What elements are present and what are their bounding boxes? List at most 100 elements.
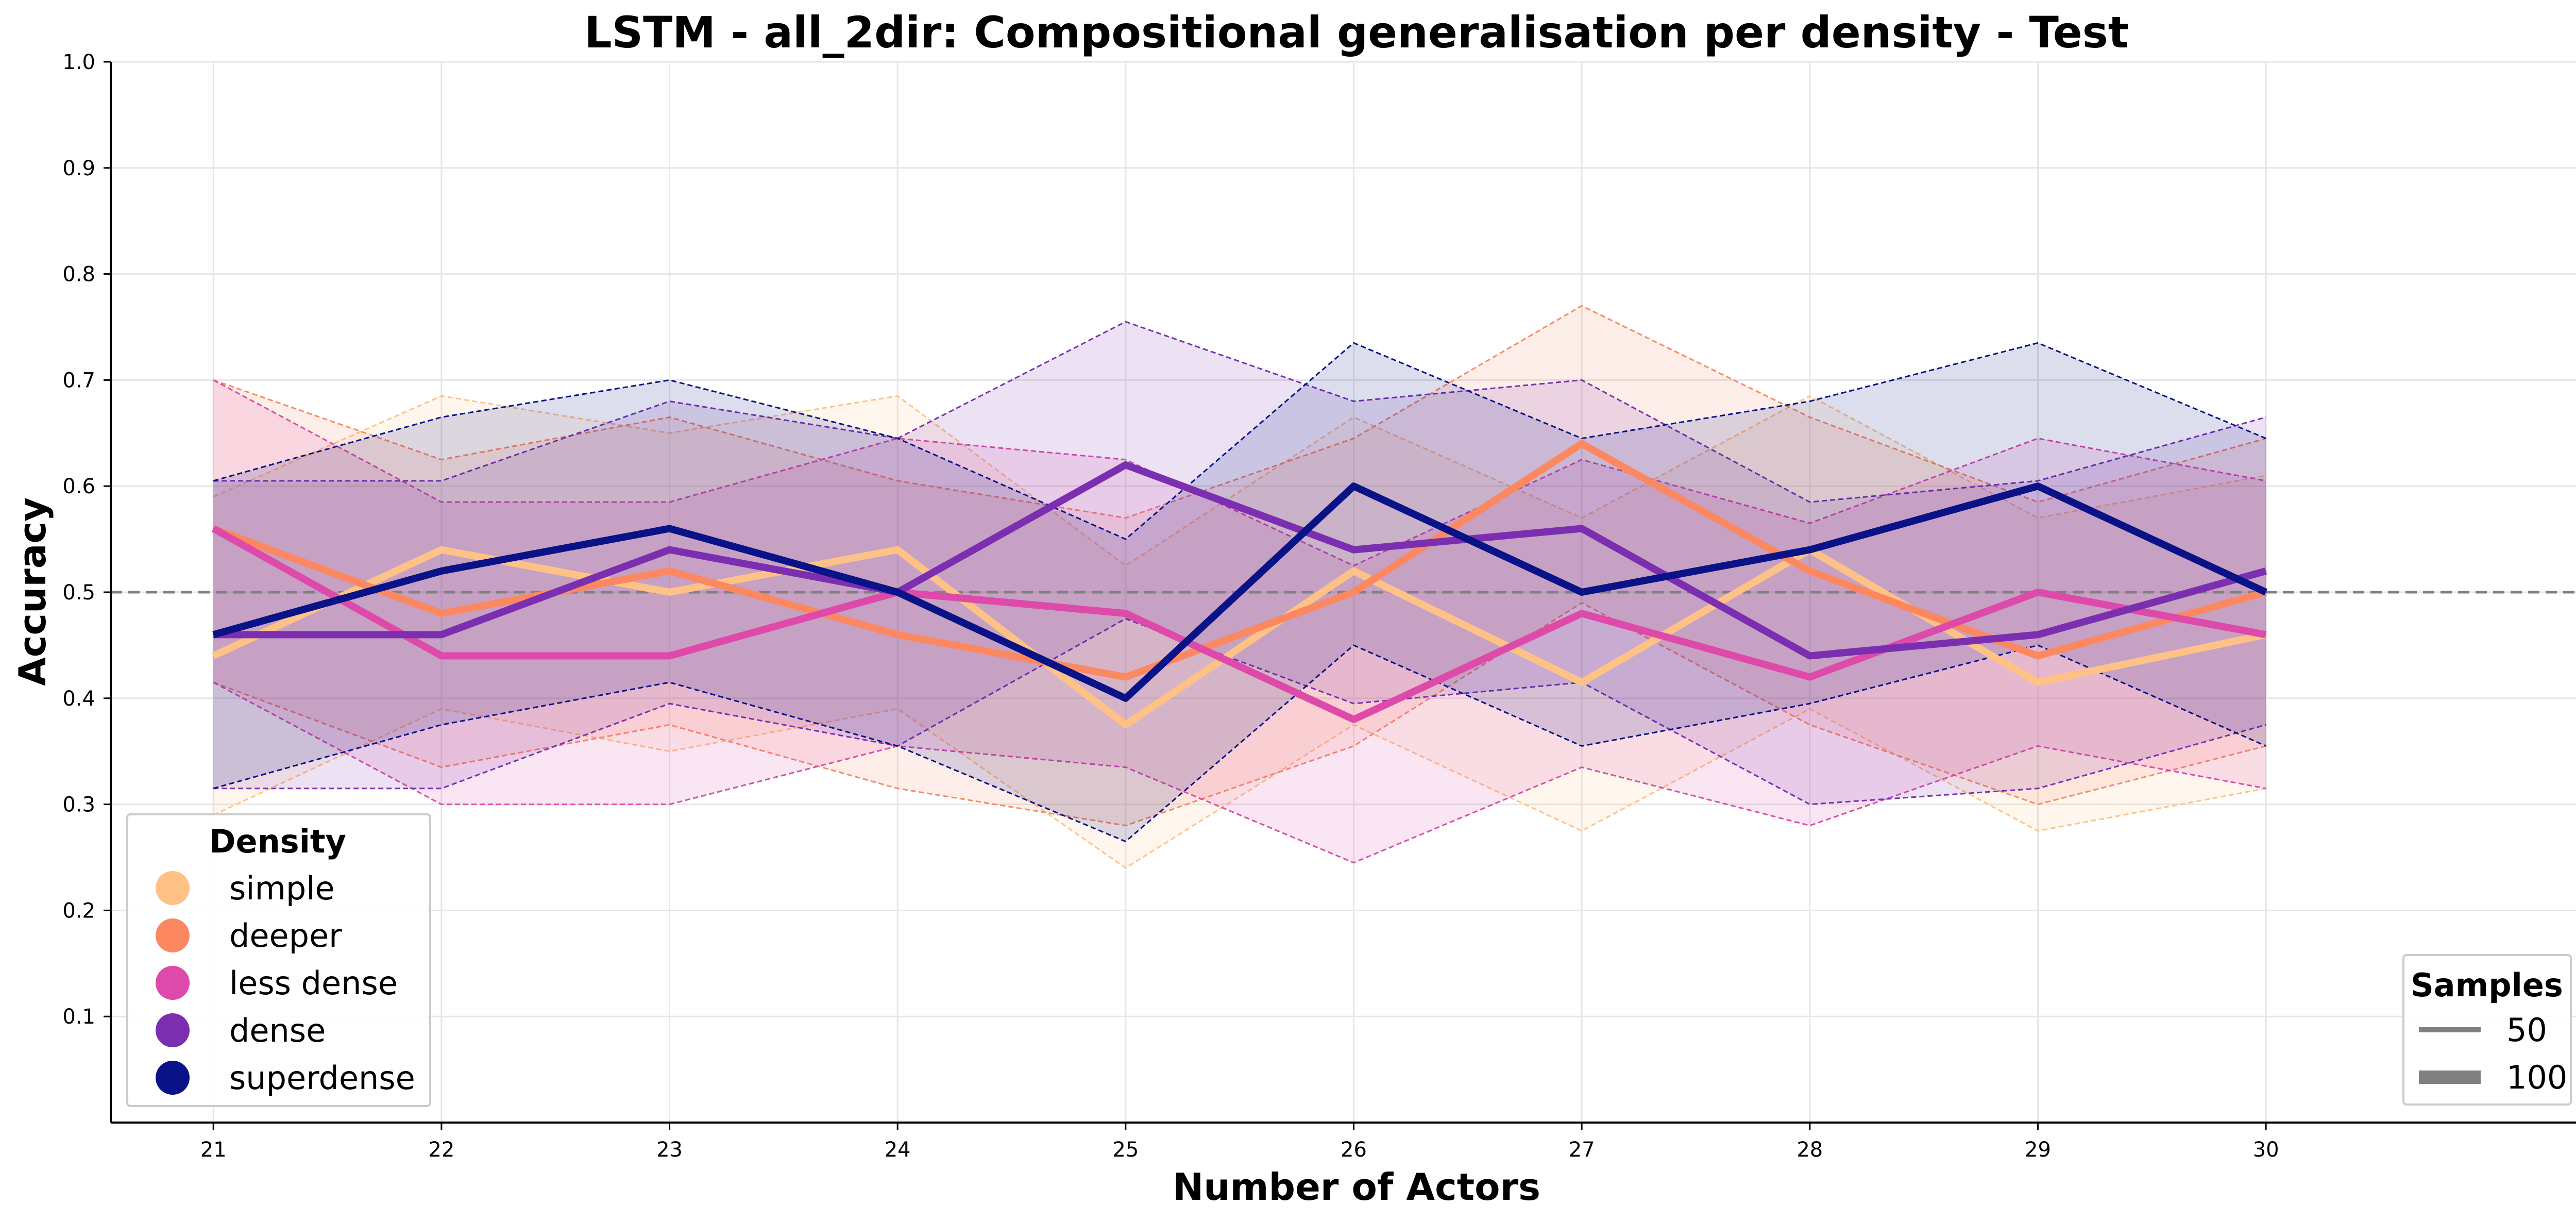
samples-legend-label-100: 100 — [2506, 1059, 2567, 1096]
density-legend: Density simple deeper less dense dense superd… — [126, 813, 431, 1107]
band-less-dense — [213, 380, 2266, 863]
data-point-deeper-25 — [1125, 676, 1126, 678]
x-tick-label-25: 25 — [1112, 1138, 1139, 1162]
density-legend-title: Density — [209, 823, 346, 860]
x-tick-label-29: 29 — [2025, 1138, 2051, 1162]
y-axis-ticks: 0.1 0.2 0.3 0.4 0.5 0.6 0.7 0.8 0.9 1.0 — [62, 51, 111, 1029]
data-point-less-dense-25 — [1125, 613, 1126, 614]
band-upper-superdense — [213, 342, 2266, 540]
data-point-deeper-29 — [2037, 655, 2039, 657]
band-upper-deeper — [213, 305, 2266, 519]
band-upper-simple — [213, 395, 2266, 567]
data-point-superdense-22 — [440, 570, 442, 572]
y-tick-label-0.7: 0.7 — [62, 369, 95, 392]
data-point-superdense-26 — [1353, 486, 1354, 487]
data-point-deeper-28 — [1809, 570, 1810, 572]
data-point-deeper-27 — [1581, 443, 1583, 444]
y-tick-label-1.0: 1.0 — [62, 51, 95, 74]
data-point-deeper-26 — [1353, 592, 1354, 593]
x-tick-label-21: 21 — [200, 1138, 227, 1162]
x-tick-label-28: 28 — [1797, 1138, 1823, 1162]
y-tick-label-0.6: 0.6 — [62, 475, 95, 498]
density-legend-marker-superdense — [156, 1061, 190, 1095]
data-point-dense-29 — [2037, 634, 2039, 635]
data-point-dense-26 — [1353, 549, 1354, 550]
x-tick-label-23: 23 — [656, 1138, 683, 1162]
data-point-superdense-27 — [1581, 592, 1583, 593]
density-legend-label-deeper: deeper — [229, 917, 342, 955]
data-point-simple-22 — [440, 549, 442, 550]
density-legend-marker-deeper — [156, 918, 190, 952]
density-legend-marker-dense — [156, 1013, 190, 1047]
data-point-superdense-23 — [669, 528, 670, 529]
data-point-less-dense-27 — [1581, 613, 1583, 614]
data-point-less-dense-26 — [1353, 718, 1354, 720]
data-point-simple-25 — [1125, 724, 1126, 726]
data-point-superdense-21 — [213, 634, 214, 635]
density-legend-label-simple: simple — [229, 869, 335, 907]
series-line-superdense — [212, 482, 2268, 702]
density-legend-label-superdense: superdense — [229, 1059, 415, 1097]
data-point-less-dense-23 — [669, 655, 670, 657]
y-tick-label-0.2: 0.2 — [62, 899, 95, 923]
series-line-less-dense — [211, 525, 2267, 723]
data-point-dense-27 — [1581, 528, 1583, 529]
samples-legend: Samples 50 100 — [2402, 954, 2572, 1106]
data-point-simple-21 — [213, 655, 214, 657]
data-point-dense-23 — [669, 549, 670, 550]
y-tick-label-0.5: 0.5 — [62, 581, 95, 605]
y-tick-label-0.4: 0.4 — [62, 687, 95, 711]
y-tick-label-0.8: 0.8 — [62, 263, 95, 287]
density-legend-label-less-dense: less dense — [229, 964, 398, 1002]
data-point-simple-29 — [2037, 681, 2039, 683]
band-lower-dense — [213, 617, 2266, 806]
density-legend-marker-less-dense — [156, 966, 190, 1000]
data-point-dense-30 — [2265, 570, 2267, 572]
density-legend-marker-simple — [156, 871, 190, 905]
data-point-deeper-24 — [897, 634, 899, 635]
band-upper-dense — [213, 321, 2266, 503]
band-dense — [213, 322, 2266, 805]
x-tick-label-26: 26 — [1341, 1138, 1367, 1162]
x-tick-label-24: 24 — [885, 1138, 911, 1162]
data-point-less-dense-30 — [2265, 634, 2267, 635]
x-tick-label-30: 30 — [2253, 1138, 2279, 1162]
data-point-less-dense-29 — [2037, 592, 2039, 593]
density-legend-label-dense: dense — [229, 1012, 326, 1049]
x-axis-label: Number of Actors — [1173, 1165, 1540, 1209]
y-tick-label-0.9: 0.9 — [62, 157, 95, 180]
data-point-less-dense-28 — [1809, 676, 1810, 678]
data-point-superdense-29 — [2037, 486, 2039, 487]
data-point-simple-23 — [669, 592, 670, 593]
y-axis-label: Accuracy — [11, 497, 54, 686]
data-point-superdense-30 — [2265, 592, 2267, 593]
data-point-dense-25 — [1125, 464, 1126, 466]
y-tick-label-0.3: 0.3 — [62, 793, 95, 817]
band-deeper — [213, 306, 2266, 826]
band-lower-simple — [213, 708, 2266, 869]
data-point-less-dense-21 — [213, 528, 214, 529]
samples-legend-box — [2402, 954, 2572, 1106]
data-point-simple-27 — [1581, 681, 1583, 683]
series-lines — [211, 440, 2268, 729]
data-point-deeper-22 — [440, 613, 442, 614]
data-point-dense-28 — [1809, 655, 1810, 657]
data-point-superdense-28 — [1809, 549, 1810, 550]
data-point-dense-22 — [440, 634, 442, 635]
data-point-less-dense-22 — [440, 655, 442, 657]
density-legend-box — [126, 813, 431, 1107]
y-tick-label-0.1: 0.1 — [62, 1005, 95, 1029]
data-point-superdense-24 — [897, 592, 899, 593]
series-line-dense — [213, 461, 2267, 660]
band-upper-less-dense — [213, 379, 2266, 567]
x-tick-label-22: 22 — [428, 1138, 454, 1162]
data-point-simple-24 — [897, 549, 899, 550]
chart-title: LSTM - all_2dir: Compositional generalis… — [584, 7, 2129, 58]
x-axis-ticks: 21 22 23 24 25 26 27 28 29 30 — [200, 1123, 2279, 1162]
samples-legend-title: Samples — [2411, 966, 2563, 1004]
data-point-deeper-23 — [669, 570, 670, 572]
samples-legend-label-50: 50 — [2506, 1011, 2547, 1049]
x-tick-label-27: 27 — [1569, 1138, 1595, 1162]
data-point-superdense-25 — [1125, 697, 1126, 699]
